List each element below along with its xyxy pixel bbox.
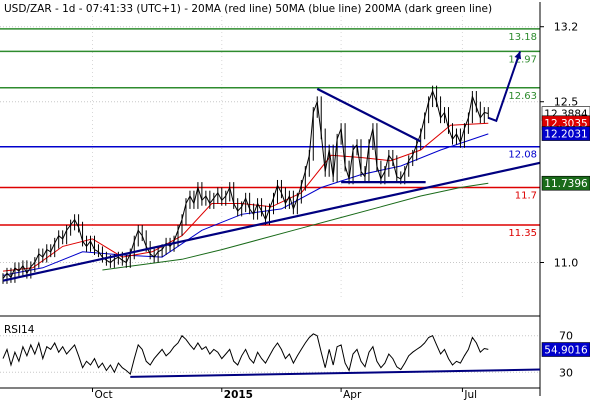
price-box-label: 12.3035 [544,118,587,130]
ascending-support-line [2,161,541,282]
level-label: 12.63 [508,91,537,102]
rsi-trendline [130,368,541,378]
price-box [541,126,590,141]
x-tick-label: 2015 [224,389,253,400]
price-series [2,85,489,284]
y-tick-label: 11.0 [554,256,579,269]
trendlines [2,51,541,282]
rsi-label: RSI14 [4,324,35,336]
price-box-label: 12.2031 [544,129,587,141]
level-label: 12.97 [508,54,537,65]
x-tick-label: Jul [463,389,477,400]
rsi-value-label: 54.9016 [544,345,588,357]
level-label: 13.18 [508,32,537,43]
level-label: 12.08 [508,150,537,161]
rsi-panel: 30 70 54.9016 [0,330,590,379]
price-box [541,175,590,191]
rsi-line [2,333,489,376]
x-tick-label: Oct [95,389,113,400]
horizontal-levels: 13.18 12.97 12.63 12.08 11.7 11.35 [0,28,540,239]
arrow-head-icon [514,51,522,60]
projection-arrow [487,51,522,123]
rsi-value-box [541,342,590,357]
descending-resistance-line [316,87,422,143]
chart-title: USD/ZAR - 1d - 07:41:33 (UTC+1) - 20MA (… [4,3,492,15]
price-line [2,89,489,279]
grid [0,16,540,300]
y-tick-label: 13.2 [554,21,579,34]
level-label: 11.7 [515,190,537,201]
x-tick-label: Apr [343,389,362,400]
y-tick-label: 12.5 [554,96,579,109]
rsi-tick-label: 70 [559,330,573,343]
rsi-tick-label: 30 [559,366,573,379]
ma200-line [102,182,489,271]
level-label: 11.35 [508,228,537,239]
price-box-label: 11.7396 [544,178,588,190]
